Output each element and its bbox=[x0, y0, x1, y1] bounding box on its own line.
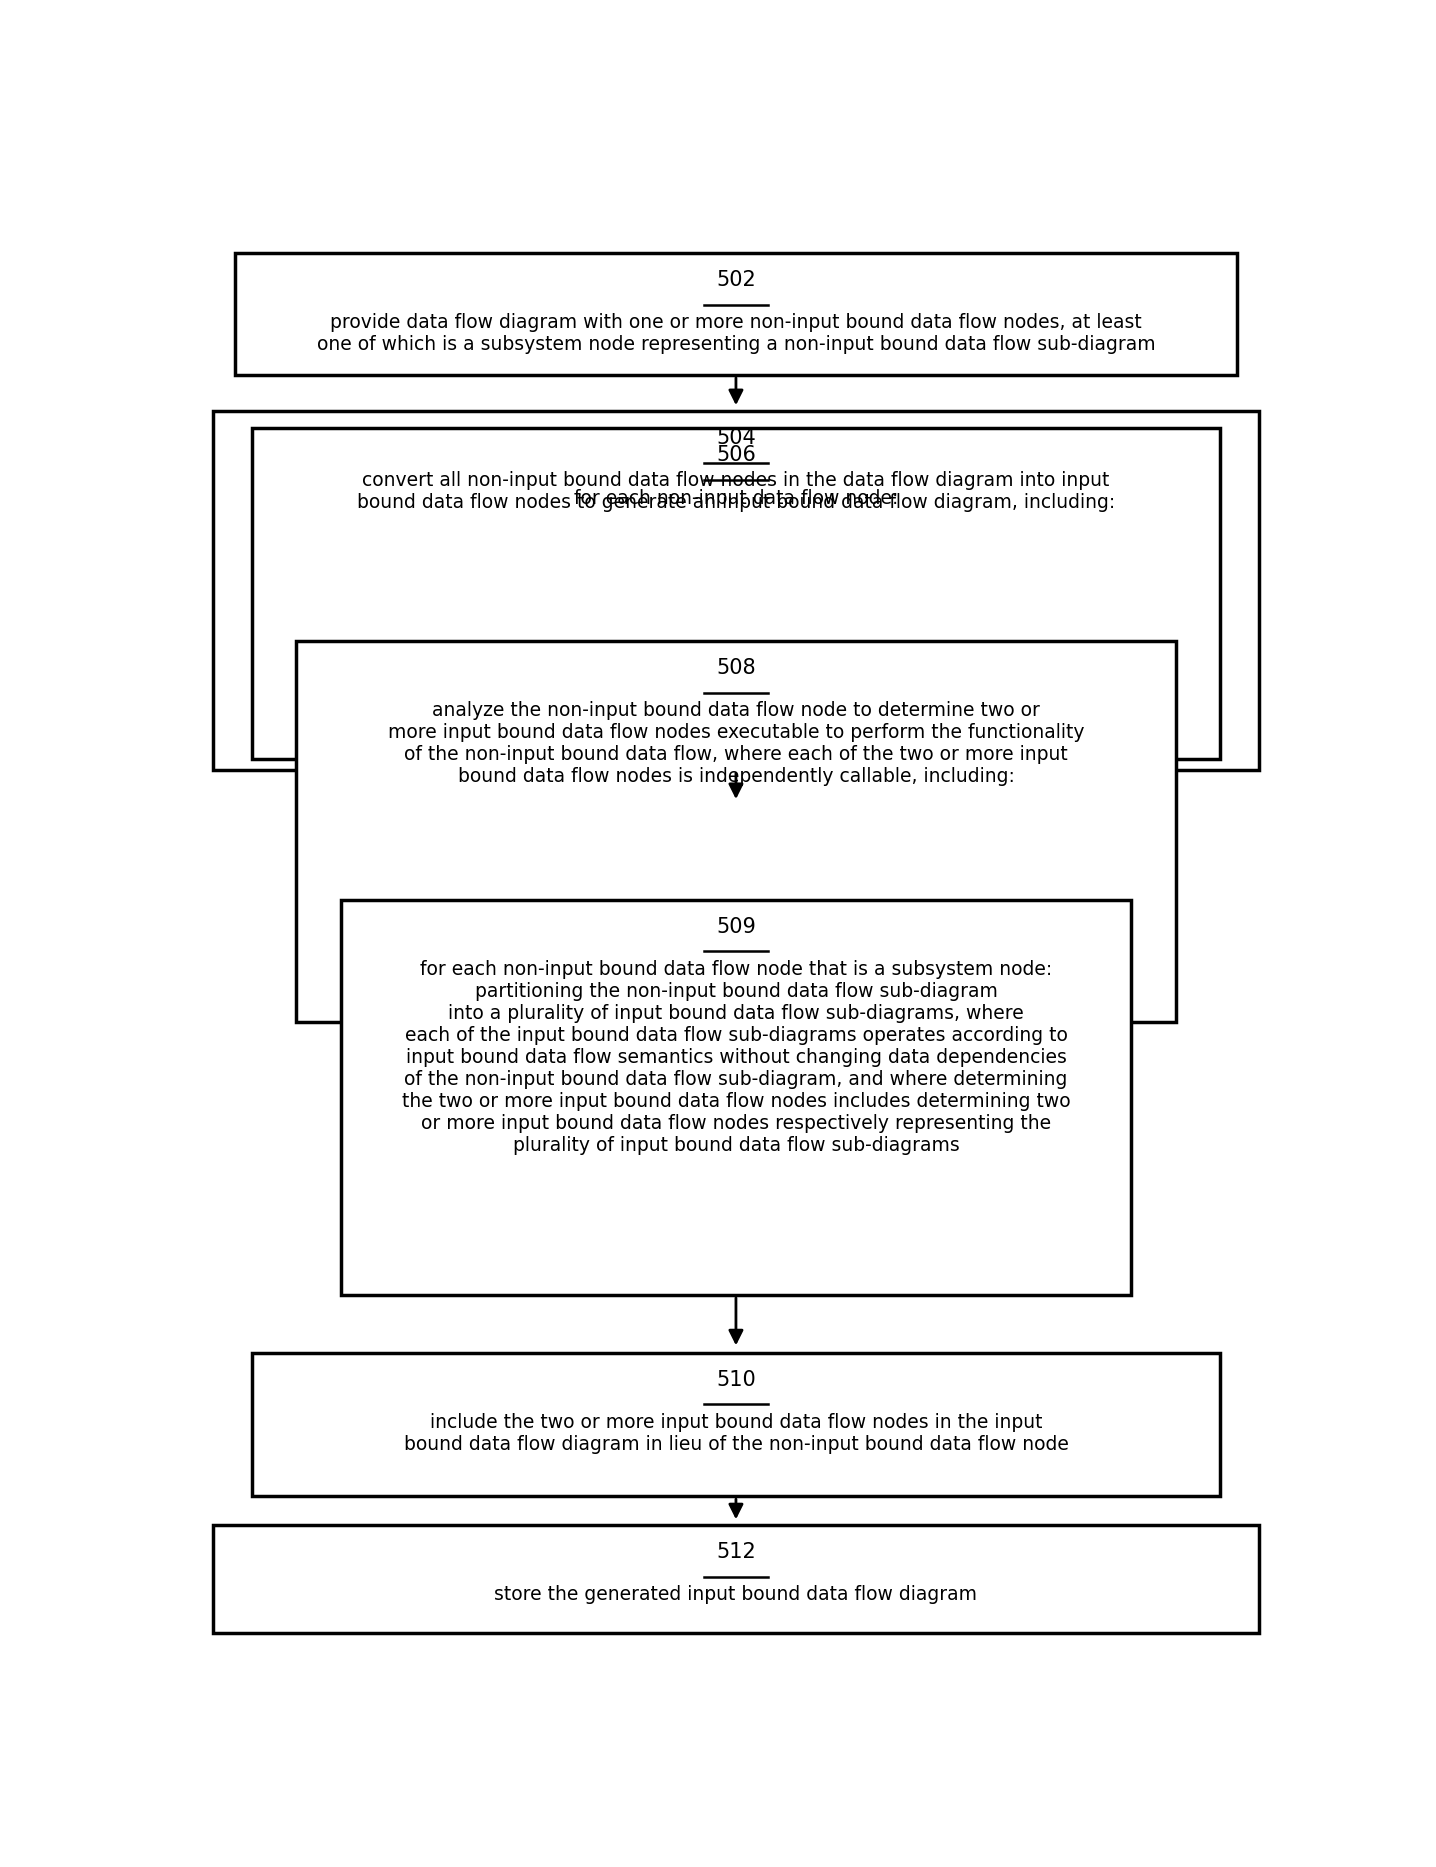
Text: analyze the non-input bound data flow node to determine two or
more input bound : analyze the non-input bound data flow no… bbox=[388, 702, 1084, 786]
Text: include the two or more input bound data flow nodes in the input
bound data flow: include the two or more input bound data… bbox=[404, 1413, 1068, 1454]
FancyBboxPatch shape bbox=[236, 252, 1236, 375]
Text: 508: 508 bbox=[717, 659, 755, 678]
FancyBboxPatch shape bbox=[251, 1352, 1221, 1495]
FancyBboxPatch shape bbox=[296, 640, 1176, 1021]
Text: 502: 502 bbox=[717, 271, 755, 289]
Text: convert all non-input bound data flow nodes in the data flow diagram into input
: convert all non-input bound data flow no… bbox=[356, 470, 1116, 512]
Text: 509: 509 bbox=[717, 917, 755, 937]
Text: 506: 506 bbox=[717, 446, 755, 465]
Text: 504: 504 bbox=[717, 428, 755, 448]
Text: 512: 512 bbox=[717, 1542, 755, 1563]
Text: for each non-input data flow node:: for each non-input data flow node: bbox=[574, 489, 898, 508]
Text: provide data flow diagram with one or more non-input bound data flow nodes, at l: provide data flow diagram with one or mo… bbox=[316, 314, 1156, 355]
Text: store the generated input bound data flow diagram: store the generated input bound data flo… bbox=[494, 1585, 978, 1604]
Text: for each non-input bound data flow node that is a subsystem node:
partitioning t: for each non-input bound data flow node … bbox=[402, 960, 1070, 1156]
FancyBboxPatch shape bbox=[213, 1525, 1259, 1634]
FancyBboxPatch shape bbox=[340, 900, 1132, 1296]
FancyBboxPatch shape bbox=[213, 411, 1259, 771]
Text: 510: 510 bbox=[717, 1370, 755, 1389]
FancyBboxPatch shape bbox=[251, 428, 1221, 758]
